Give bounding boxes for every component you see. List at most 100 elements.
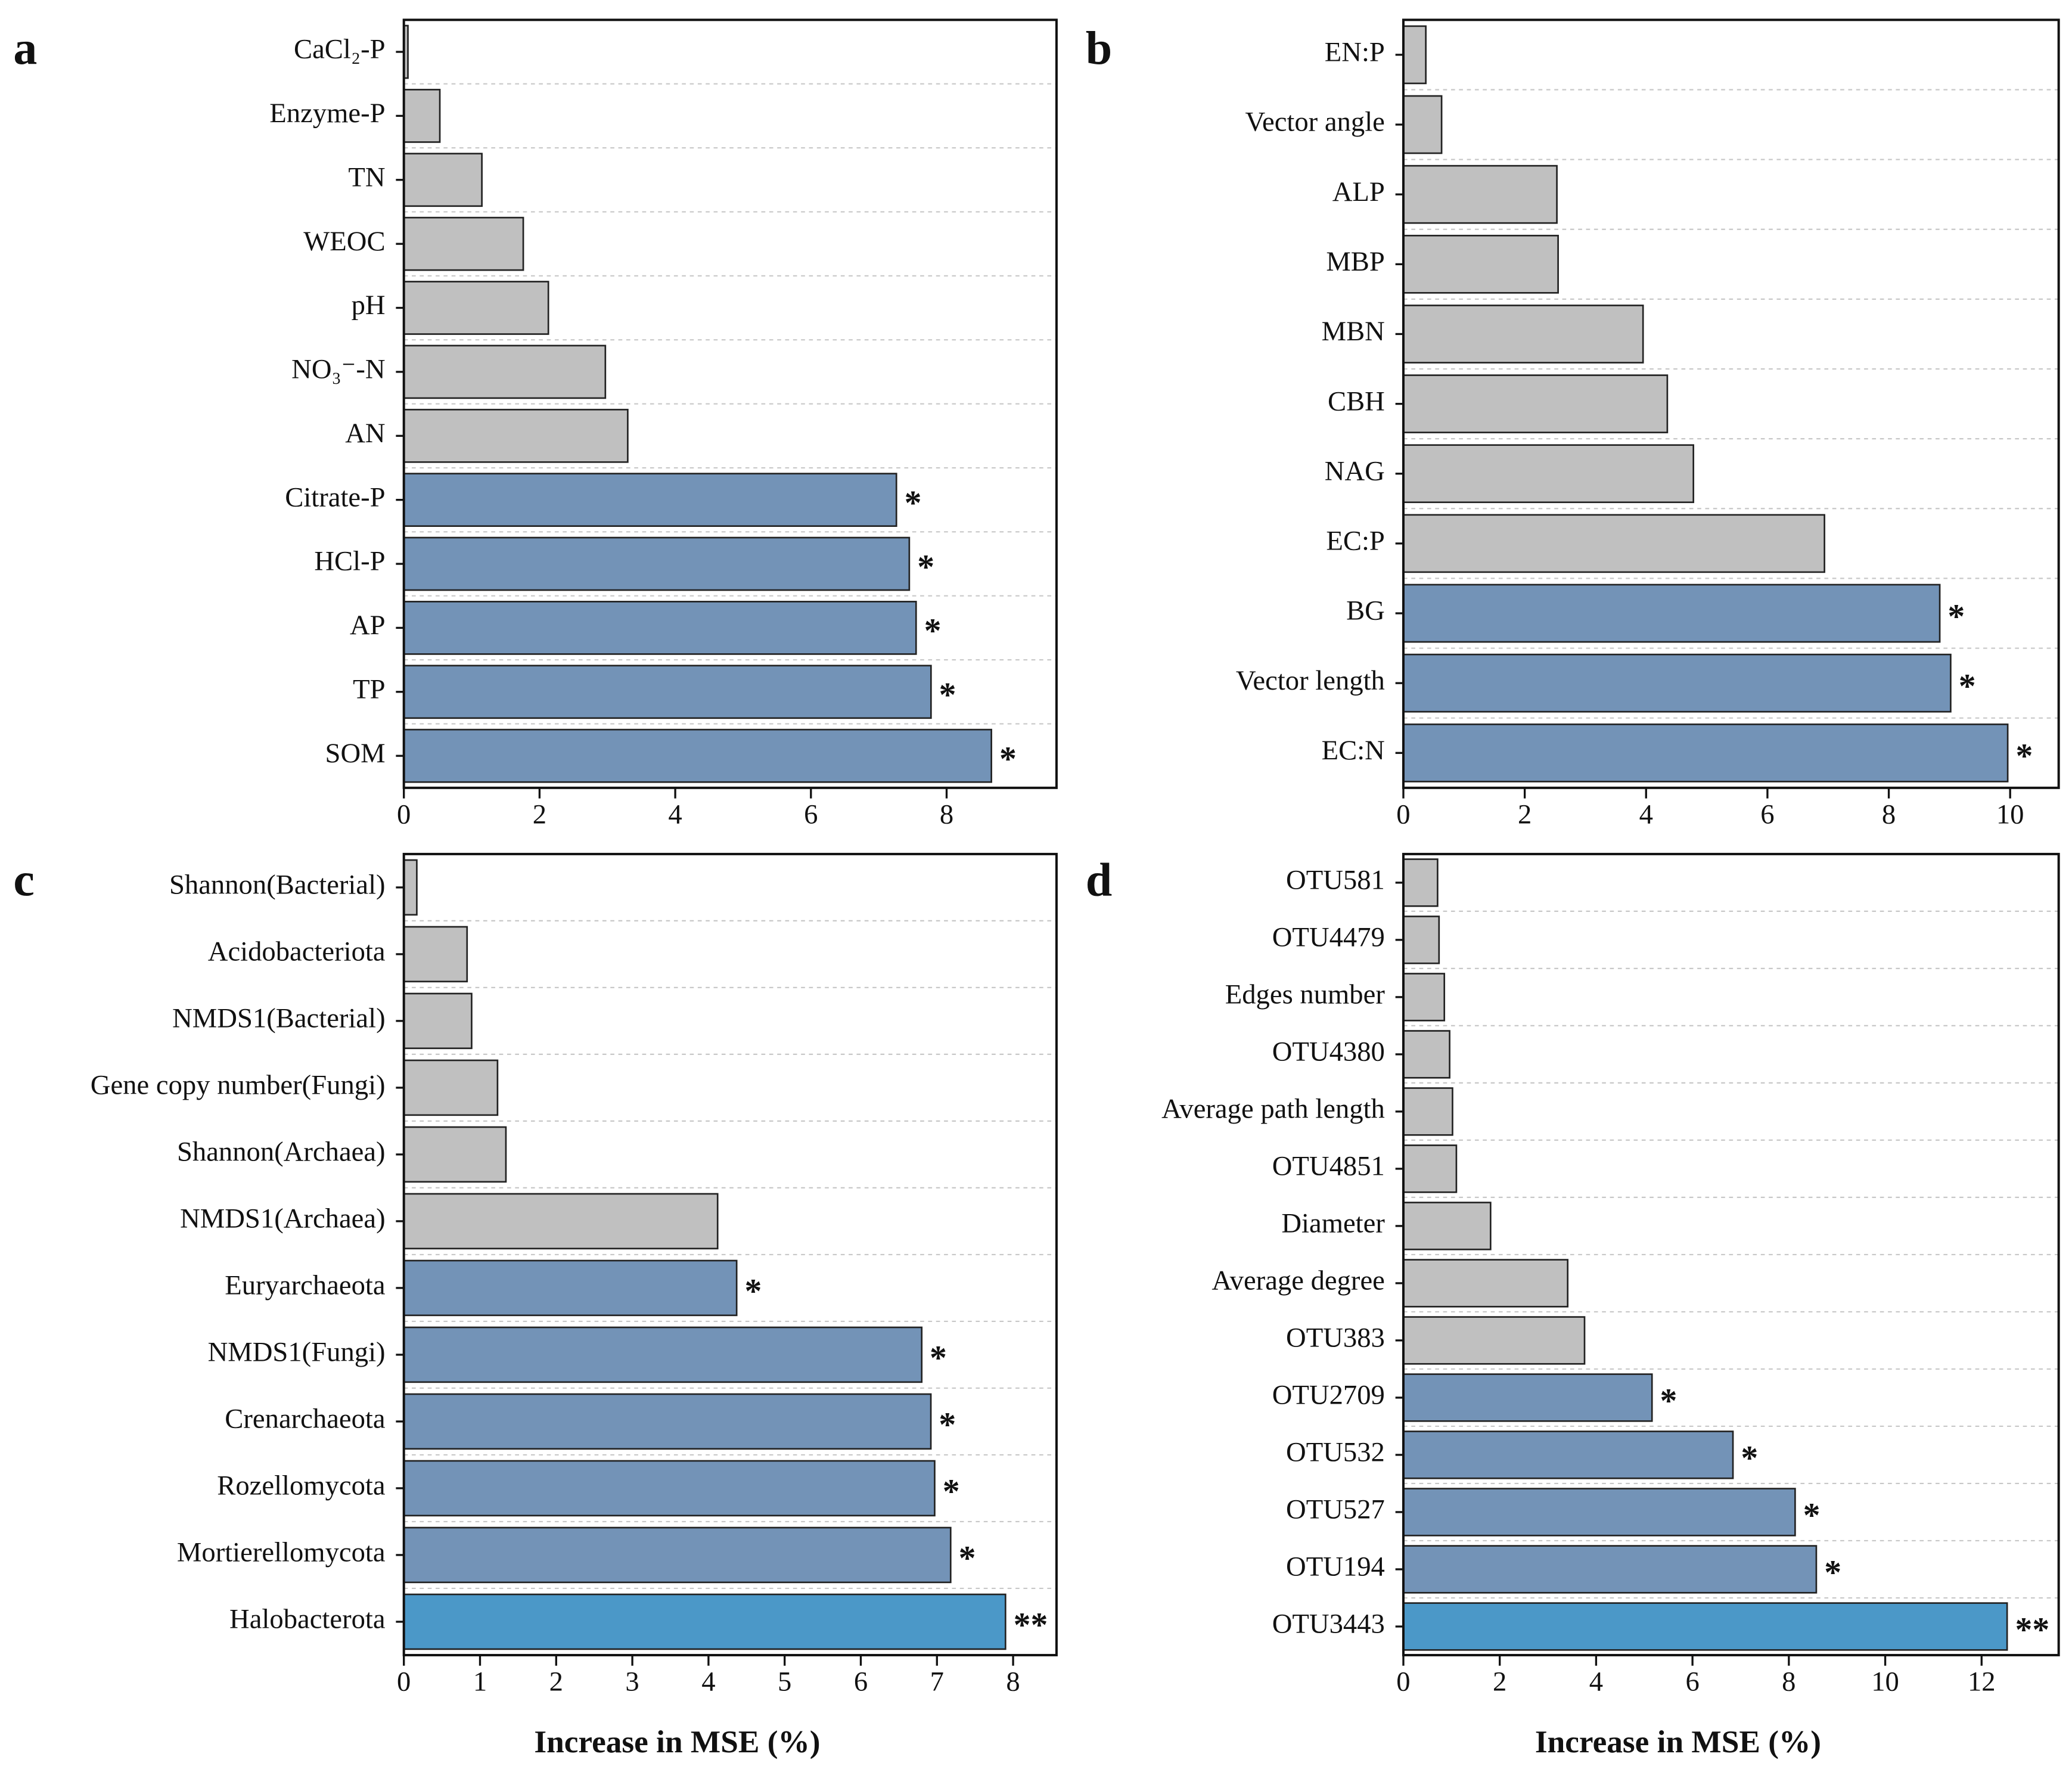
bar	[1402, 234, 1559, 294]
y-tick-label: OTU3443	[1272, 1609, 1385, 1640]
y-tick-label: BG	[1346, 595, 1385, 626]
x-tick-label: 2	[1493, 1666, 1506, 1697]
bar	[1402, 973, 1446, 1022]
y-tick-label: Gene copy number(Fungi)	[91, 1070, 386, 1101]
x-tick-label: 1	[473, 1666, 487, 1697]
bar	[403, 1059, 499, 1116]
y-tick-label: EN:P	[1325, 37, 1385, 68]
y-tick-label: NMDS1(Archaea)	[180, 1203, 386, 1234]
bar	[403, 859, 418, 916]
significance: **	[2015, 1611, 2049, 1649]
y-tick-label: AN	[345, 418, 385, 449]
y-tick-label: AP	[350, 610, 386, 641]
significance: **	[1014, 1606, 1048, 1644]
y-tick-label: Diameter	[1281, 1208, 1385, 1239]
bar	[403, 926, 468, 983]
significance: *	[999, 740, 1017, 778]
bar	[1402, 374, 1669, 433]
panel-letter: c	[13, 854, 35, 906]
x-tick-label: 8	[940, 799, 953, 830]
x-tick-label: 5	[778, 1666, 791, 1697]
y-tick-label: Average path length	[1161, 1094, 1385, 1125]
bar	[1402, 1316, 1586, 1365]
bar	[403, 345, 607, 399]
x-tick-label: 0	[397, 1666, 411, 1697]
x-tick-label: 4	[1639, 799, 1653, 830]
y-tick-label: NMDS1(Fungi)	[208, 1337, 386, 1368]
bar	[403, 1193, 719, 1250]
y-tick-label: SOM	[325, 738, 386, 769]
bar	[1402, 95, 1443, 154]
bar	[1402, 444, 1695, 504]
bar	[403, 665, 932, 719]
bar	[1402, 305, 1644, 364]
y-tick-label: OTU527	[1286, 1494, 1385, 1525]
x-axis-label: Increase in MSE (%)	[1535, 1724, 1821, 1759]
y-tick-label: Rozellomycota	[217, 1470, 386, 1501]
bar	[403, 1526, 952, 1584]
y-tick-label: Shannon(Bacterial)	[169, 870, 386, 901]
significance: *	[1824, 1554, 1841, 1591]
bar	[1402, 514, 1825, 573]
bar	[1402, 1602, 2008, 1651]
y-tick-label: CBH	[1328, 386, 1385, 417]
x-axis-label: Increase in MSE (%)	[534, 1724, 820, 1759]
bar	[1402, 1545, 1818, 1594]
y-tick-label: TN	[348, 162, 385, 193]
bar	[1402, 1373, 1653, 1422]
bar	[403, 601, 917, 655]
bar	[403, 1593, 1007, 1650]
bar	[403, 728, 992, 783]
significance: *	[959, 1540, 976, 1577]
x-tick-label: 4	[1589, 1666, 1603, 1697]
y-tick-label: MBP	[1326, 246, 1385, 277]
significance: *	[905, 485, 922, 522]
x-tick-label: 4	[668, 799, 682, 830]
significance: *	[930, 1339, 947, 1377]
y-tick-label: Shannon(Archaea)	[177, 1137, 386, 1168]
bar	[403, 153, 483, 207]
plot-frame	[1402, 18, 2060, 789]
significance: *	[939, 1406, 956, 1444]
bar	[1402, 25, 1427, 85]
plot-frame	[1402, 852, 2060, 1656]
bar	[1402, 915, 1440, 964]
x-tick-label: 3	[625, 1666, 639, 1697]
x-tick-label: 2	[1518, 799, 1532, 830]
y-tick-label: Crenarchaeota	[225, 1404, 386, 1435]
x-tick-label: 8	[1882, 799, 1896, 830]
panel-letter: d	[1086, 854, 1112, 906]
x-tick-label: 2	[533, 799, 546, 830]
y-tick-label: Vector length	[1236, 665, 1385, 696]
y-tick-label: WEOC	[303, 226, 385, 257]
bar	[1402, 723, 2009, 783]
significance: *	[924, 613, 942, 650]
significance: *	[943, 1473, 960, 1510]
y-tick-label: OTU581	[1286, 865, 1385, 896]
y-tick-label: Halobacterota	[229, 1604, 386, 1635]
significance: *	[917, 548, 934, 586]
y-tick-label: TP	[353, 674, 385, 705]
bar	[1402, 1430, 1734, 1479]
bar	[403, 408, 629, 463]
significance: *	[1959, 668, 1976, 705]
significance: *	[939, 676, 956, 714]
bar	[403, 1393, 932, 1450]
x-tick-label: 6	[1760, 799, 1774, 830]
y-tick-label: pH	[352, 290, 386, 321]
y-tick-label: NMDS1(Bacterial)	[172, 1003, 385, 1034]
y-tick-label: Vector angle	[1245, 107, 1384, 138]
y-tick-label: Euryarchaeota	[225, 1270, 386, 1301]
x-tick-label: 7	[930, 1666, 944, 1697]
x-tick-label: 8	[1006, 1666, 1020, 1697]
x-tick-label: 10	[1996, 799, 2024, 830]
y-tick-label: HCl-P	[314, 546, 385, 577]
x-tick-label: 4	[701, 1666, 715, 1697]
bar	[1402, 1259, 1569, 1308]
bar	[403, 1126, 507, 1183]
x-tick-label: 6	[1685, 1666, 1699, 1697]
y-tick-label: OTU4851	[1272, 1151, 1385, 1182]
bar	[403, 536, 911, 591]
bar	[1402, 858, 1439, 907]
